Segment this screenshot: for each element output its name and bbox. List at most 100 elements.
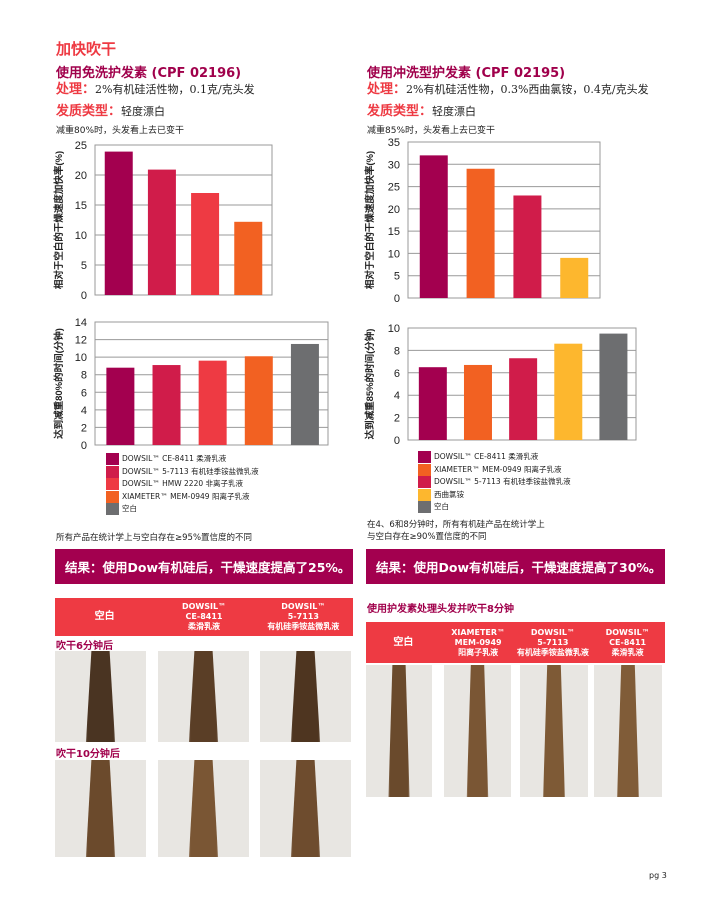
legend-item: DOWSIL™ HMW 2220 非离子乳液: [106, 478, 259, 491]
legend-label: XIAMETER™ MEM-0949 阳离子乳液: [122, 491, 250, 501]
y-tick-label: 0: [81, 290, 87, 302]
treatment-label: 处理：: [56, 82, 96, 97]
bar: [466, 168, 495, 298]
y-axis-label: 相对于空白的干燥速度加快率(%): [364, 151, 376, 289]
legend-swatch: [418, 488, 431, 501]
hair-photo-57113-10min: [260, 760, 351, 857]
y-tick-label: 14: [75, 317, 87, 329]
hair-label: 发质类型：: [367, 104, 433, 119]
y-axis-label: 相对于空白的干燥速度加快率(%): [53, 151, 65, 289]
left-footnote: 所有产品在统计学上与空白存在≥95%置信度的不同: [56, 533, 253, 543]
left-title: 使用免洗护发素 (CPF 02196): [56, 66, 242, 81]
y-tick-label: 5: [81, 260, 87, 272]
legend-label: DOWSIL™ CE-8411 柔滑乳液: [434, 452, 539, 461]
section-title: 加快吹干: [56, 40, 117, 58]
bar: [554, 343, 583, 440]
treatment-value: 2%有机硅活性物，0.1克/克头发: [95, 83, 255, 96]
hair-photo-ce8411: [594, 665, 662, 797]
bar: [106, 367, 135, 445]
column-header: DOWSIL™ 5-7113 有机硅季铵盐微乳液: [267, 602, 340, 631]
legend-label: DOWSIL™ CE-8411 柔滑乳液: [122, 454, 227, 463]
legend-item: DOWSIL™ 5-7113 有机硅季铵盐微乳液: [106, 465, 259, 479]
column-header: DOWSIL™ CE-8411 柔滑乳液: [605, 627, 650, 657]
bar: [509, 358, 538, 440]
bar: [513, 195, 542, 298]
treatment-label: 处理：: [367, 82, 407, 97]
legend-item: 空白: [418, 501, 571, 514]
legend-swatch: [106, 503, 119, 516]
legend-item: DOWSIL™ CE-8411 柔滑乳液: [418, 451, 571, 464]
right-title: 使用冲洗型护发素 (CPF 02195): [367, 66, 566, 81]
legend-label: DOWSIL™ 5-7113 有机硅季铵盐微乳液: [434, 477, 571, 486]
y-tick-label: 0: [394, 293, 400, 304]
bar: [419, 155, 448, 298]
column-header: DOWSIL™ 5-7113 有机硅季铵盐微乳液: [516, 627, 589, 657]
bar: [191, 193, 220, 295]
y-tick-label: 2: [394, 413, 400, 425]
legend-label: DOWSIL™ 5-7113 有机硅季铵盐微乳液: [122, 466, 259, 476]
column-header: 空白: [393, 636, 414, 648]
column-header: XIAMETER™ MEM-0949 阳离子乳液: [451, 627, 506, 657]
y-tick-label: 8: [394, 345, 400, 357]
y-tick-label: 15: [388, 226, 400, 238]
y-tick-label: 2: [81, 422, 87, 434]
hair-photo-blank-10min: [55, 760, 146, 857]
bar: [290, 343, 319, 445]
y-tick-label: 8: [81, 370, 87, 382]
right-bottom-chart: 0 2 4 6 8 10 达到减重85%的时间(分钟): [364, 323, 637, 446]
hair-photo-blank-6min: [55, 651, 146, 742]
column-header: DOWSIL™ CE-8411 柔滑乳液: [181, 602, 227, 631]
left-result-banner: 结果：使用Dow有机硅后，干燥速度提高了25%。: [55, 549, 353, 584]
y-tick-label: 4: [81, 405, 87, 417]
legend-item: 空白: [106, 503, 259, 516]
legend-swatch: [418, 463, 431, 476]
legend-swatch: [418, 501, 431, 514]
right-photo-title: 使用护发素处理头发并吹干8分钟: [367, 604, 514, 615]
legend-swatch: [106, 478, 119, 491]
hair-photo-57113: [520, 665, 588, 797]
plot-frame: [407, 141, 601, 299]
bar: [560, 257, 589, 298]
legend-label: XIAMETER™ MEM-0949 阳离子乳液: [434, 464, 562, 474]
hair-value: 轻度漂白: [121, 105, 166, 118]
y-tick-label: 15: [75, 200, 87, 212]
y-tick-label: 10: [388, 323, 400, 335]
bar: [198, 360, 227, 445]
y-tick-label: 6: [394, 368, 400, 380]
legend-item: XIAMETER™ MEM-0949 阳离子乳液: [418, 463, 571, 477]
bar: [244, 356, 273, 445]
hair-photo-blank: [366, 665, 432, 797]
plot-frame: [94, 144, 273, 296]
chart-note: 减重80%时，头发看上去已变干: [56, 126, 185, 136]
hair-photo-57113-6min: [260, 651, 351, 742]
bar: [418, 367, 447, 440]
y-tick-label: 20: [75, 170, 87, 182]
y-tick-label: 10: [75, 352, 87, 364]
legend-swatch: [418, 451, 431, 464]
hair-photo-ce8411-6min: [158, 651, 249, 742]
y-tick-label: 0: [81, 440, 87, 452]
legend-swatch: [106, 453, 119, 466]
left-legend: DOWSIL™ CE-8411 柔滑乳液 DOWSIL™ 5-7113 有机硅季铵…: [106, 453, 259, 516]
treatment-value: 2%有机硅活性物，0.3%西曲氯铵，0.4克/克头发: [406, 83, 649, 96]
y-tick-label: 20: [388, 204, 400, 216]
y-tick-label: 35: [388, 137, 400, 149]
hair-photo-ce8411-10min: [158, 760, 249, 857]
legend-item: DOWSIL™ CE-8411 柔滑乳液: [106, 453, 259, 466]
y-tick-label: 10: [75, 230, 87, 242]
legend-swatch: [106, 465, 119, 478]
y-tick-label: 12: [75, 335, 87, 347]
bar: [463, 364, 492, 440]
y-tick-label: 6: [81, 387, 87, 399]
y-tick-label: 30: [388, 159, 400, 171]
y-tick-label: 5: [394, 271, 400, 283]
y-tick-label: 10: [388, 248, 400, 260]
bar: [234, 221, 263, 295]
row-label-10min: 吹干10分钟后: [56, 749, 120, 760]
bar: [599, 333, 628, 440]
legend-item: 西曲氯铵: [418, 488, 571, 502]
right-legend: DOWSIL™ CE-8411 柔滑乳液 XIAMETER™ MEM-0949 阳…: [418, 451, 571, 514]
left-bottom-chart: 0 2 4 6 8 10 12 14 达到减重80%的时间(分钟): [53, 317, 329, 452]
hair-photo-mem0949: [444, 665, 511, 797]
legend-swatch: [106, 490, 119, 503]
